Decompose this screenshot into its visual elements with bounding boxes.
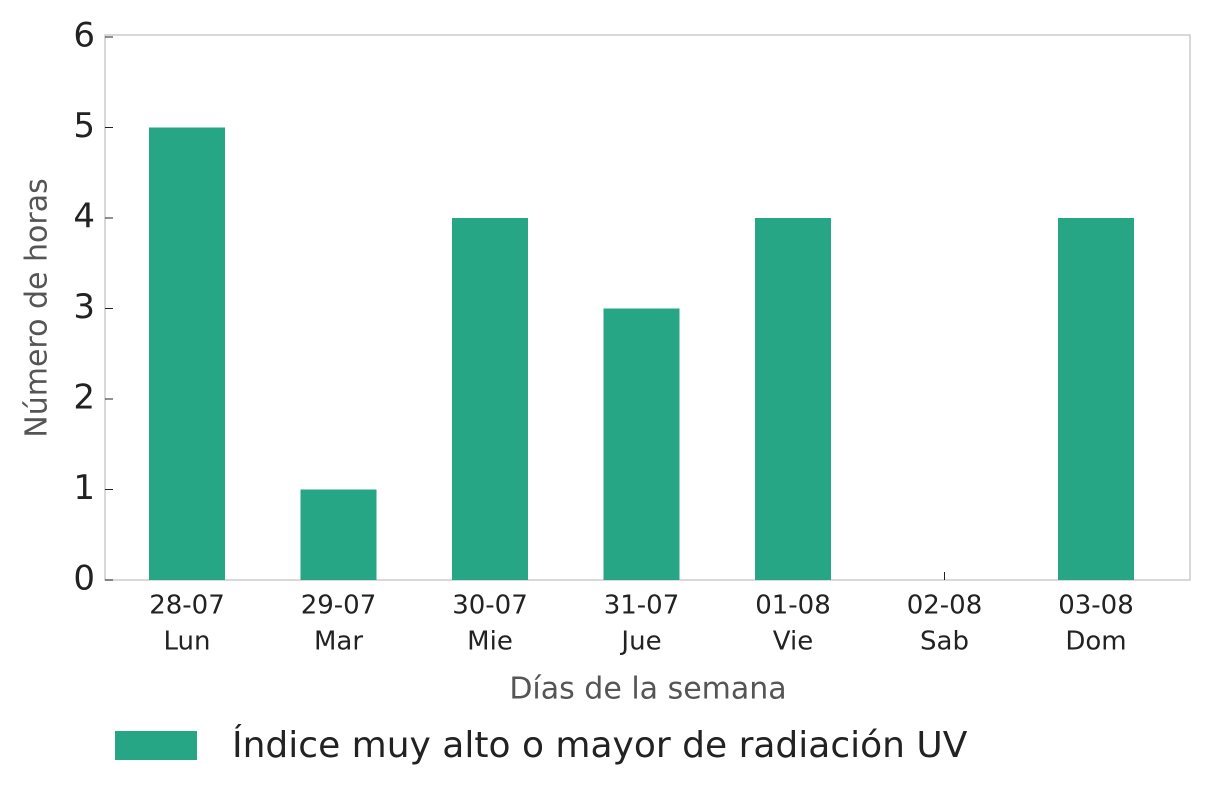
y-tick-label: 6 (73, 16, 95, 56)
x-tick-label: Lun (164, 627, 211, 657)
bar (149, 127, 225, 580)
y-axis-label: Número de horas (20, 178, 55, 437)
y-tick-label: 0 (73, 559, 95, 599)
y-tick-label: 3 (73, 287, 95, 327)
bar (452, 218, 528, 580)
x-tick-label: Sab (920, 627, 969, 657)
x-tick-label: Jue (619, 627, 661, 657)
legend-label: Índice muy alto o mayor de radiación UV (232, 724, 968, 766)
x-tick-label: Vie (773, 627, 813, 657)
x-tick-label: 30-07 (452, 591, 528, 621)
bar (300, 489, 377, 580)
x-tick-label: Mie (467, 627, 513, 657)
legend-swatch (115, 731, 197, 760)
y-tick-label: 1 (73, 468, 95, 508)
x-tick-label: 03-08 (1058, 591, 1134, 621)
bar (1058, 218, 1134, 580)
bar (755, 218, 831, 580)
y-tick-label: 2 (73, 378, 95, 418)
x-tick-label: 02-08 (907, 591, 983, 621)
x-tick-label: 29-07 (301, 591, 377, 621)
x-tick-label: 01-08 (755, 591, 831, 621)
x-tick-label: 28-07 (149, 591, 225, 621)
x-axis-label: Días de la semana (509, 672, 786, 707)
x-tick-label: 31-07 (604, 591, 680, 621)
y-tick-label: 5 (73, 106, 95, 146)
x-tick-label: Mar (314, 627, 363, 657)
bar (603, 308, 680, 580)
y-tick-label: 4 (73, 197, 95, 237)
x-tick-label: Dom (1065, 627, 1126, 657)
